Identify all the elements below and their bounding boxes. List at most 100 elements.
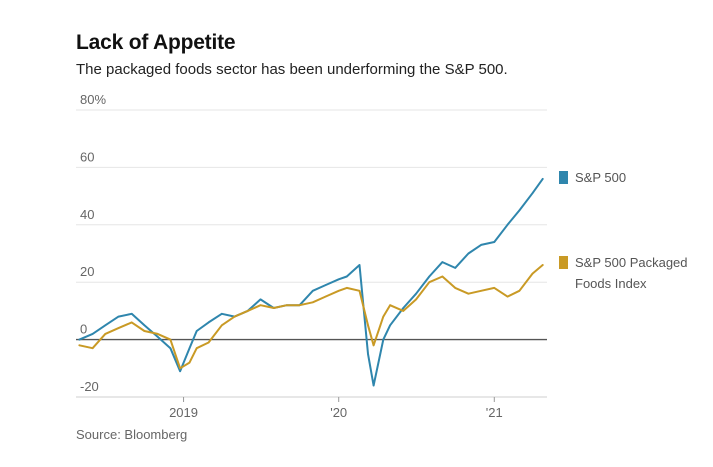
data-point-sp500 xyxy=(382,338,385,341)
data-point-packaged-foods xyxy=(382,315,385,318)
data-point-packaged-foods xyxy=(233,315,236,318)
data-point-sp500 xyxy=(480,244,482,246)
data-point-packaged-foods xyxy=(541,264,544,266)
data-point-sp500 xyxy=(156,335,159,338)
data-point-sp500 xyxy=(117,315,120,318)
data-point-sp500 xyxy=(493,241,496,243)
data-point-packaged-foods xyxy=(337,290,340,292)
gridlines xyxy=(76,109,547,398)
data-point-sp500 xyxy=(130,312,133,315)
data-point-packaged-foods xyxy=(311,301,314,304)
data-point-sp500 xyxy=(389,324,391,327)
data-point-packaged-foods xyxy=(389,304,391,306)
data-point-sp500 xyxy=(324,284,327,286)
x-tick-label: '21 xyxy=(486,405,503,420)
data-point-packaged-foods xyxy=(367,324,369,327)
series-lines xyxy=(78,177,544,387)
data-point-sp500 xyxy=(372,384,375,387)
x-tick-label: 2019 xyxy=(169,405,198,420)
data-point-packaged-foods xyxy=(272,307,275,309)
y-axis-ticks: -20 0 20 40 60 80% xyxy=(80,92,106,394)
series-line-sp500 xyxy=(78,177,544,387)
x-tick-label: '20 xyxy=(330,405,347,420)
data-point-sp500 xyxy=(143,324,146,327)
data-point-packaged-foods xyxy=(428,281,431,284)
data-point-sp500 xyxy=(541,178,544,180)
data-point-sp500 xyxy=(402,307,405,309)
data-point-sp500 xyxy=(428,275,431,278)
data-point-sp500 xyxy=(358,264,361,266)
data-point-packaged-foods xyxy=(454,287,456,289)
data-point-sp500 xyxy=(345,275,348,278)
data-point-packaged-foods xyxy=(143,330,146,332)
data-point-packaged-foods xyxy=(130,321,133,324)
data-point-sp500 xyxy=(367,353,369,355)
data-point-packaged-foods xyxy=(402,310,405,312)
data-point-packaged-foods xyxy=(104,333,107,335)
legend-label-sp500: S&P 500 xyxy=(575,170,626,185)
data-point-packaged-foods xyxy=(467,292,470,295)
data-point-packaged-foods xyxy=(169,338,172,341)
data-point-packaged-foods xyxy=(246,310,249,312)
data-point-packaged-foods xyxy=(117,327,120,329)
data-point-packaged-foods xyxy=(358,290,361,292)
data-point-sp500 xyxy=(207,321,210,324)
legend-swatch-sp500 xyxy=(559,171,568,184)
data-point-packaged-foods xyxy=(195,347,198,350)
data-point-packaged-foods xyxy=(493,287,496,289)
data-point-sp500 xyxy=(518,209,521,212)
data-point-sp500 xyxy=(169,347,172,350)
data-point-packaged-foods xyxy=(531,272,534,275)
data-point-packaged-foods xyxy=(259,304,262,306)
data-point-sp500 xyxy=(506,224,509,226)
data-point-packaged-foods xyxy=(286,304,288,306)
data-point-sp500 xyxy=(104,324,107,327)
data-point-sp500 xyxy=(179,370,181,372)
y-tick-label: -20 xyxy=(80,379,99,394)
y-tick-label: 0 xyxy=(80,322,87,337)
data-point-sp500 xyxy=(311,290,314,292)
data-point-sp500 xyxy=(188,347,191,350)
data-point-packaged-foods xyxy=(91,347,94,350)
y-tick-label: 80% xyxy=(80,92,106,107)
data-point-packaged-foods xyxy=(506,295,509,298)
data-point-sp500 xyxy=(195,330,198,332)
chart-subtitle: The packaged foods sector has been under… xyxy=(76,61,508,78)
chart-title: Lack of Appetite xyxy=(76,31,236,54)
data-point-sp500 xyxy=(259,298,262,301)
data-point-sp500 xyxy=(415,292,417,295)
y-tick-label: 20 xyxy=(80,264,94,279)
data-point-sp500 xyxy=(531,192,534,195)
y-tick-label: 60 xyxy=(80,149,94,164)
data-point-packaged-foods xyxy=(518,290,521,292)
data-point-packaged-foods xyxy=(345,287,348,289)
data-point-sp500 xyxy=(441,261,444,263)
data-point-packaged-foods xyxy=(298,304,301,306)
data-point-sp500 xyxy=(91,333,94,335)
data-point-packaged-foods xyxy=(78,344,81,347)
legend: S&P 500 S&P 500 Packaged Foods Index xyxy=(559,170,688,291)
data-point-packaged-foods xyxy=(221,324,223,327)
source-note: Source: Bloomberg xyxy=(76,427,188,442)
data-point-sp500 xyxy=(454,267,456,269)
data-point-packaged-foods xyxy=(372,344,375,347)
data-point-packaged-foods xyxy=(156,333,159,335)
data-point-sp500 xyxy=(467,252,470,255)
data-point-sp500 xyxy=(337,278,340,281)
legend-swatch-packaged-foods xyxy=(559,256,568,269)
data-point-packaged-foods xyxy=(441,275,444,278)
data-point-packaged-foods xyxy=(415,298,417,301)
data-point-packaged-foods xyxy=(179,367,181,370)
legend-label-packaged-foods: S&P 500 Packaged Foods Index xyxy=(575,255,688,291)
series-line-packaged-foods xyxy=(78,264,544,370)
data-point-packaged-foods xyxy=(188,361,191,364)
data-point-packaged-foods xyxy=(207,341,210,344)
data-point-packaged-foods xyxy=(480,290,482,292)
data-point-packaged-foods xyxy=(324,295,327,298)
x-axis-ticks: 2019 '20 '21 xyxy=(76,396,547,420)
data-point-sp500 xyxy=(78,338,81,341)
data-point-sp500 xyxy=(221,312,223,315)
y-tick-label: 40 xyxy=(80,207,94,222)
